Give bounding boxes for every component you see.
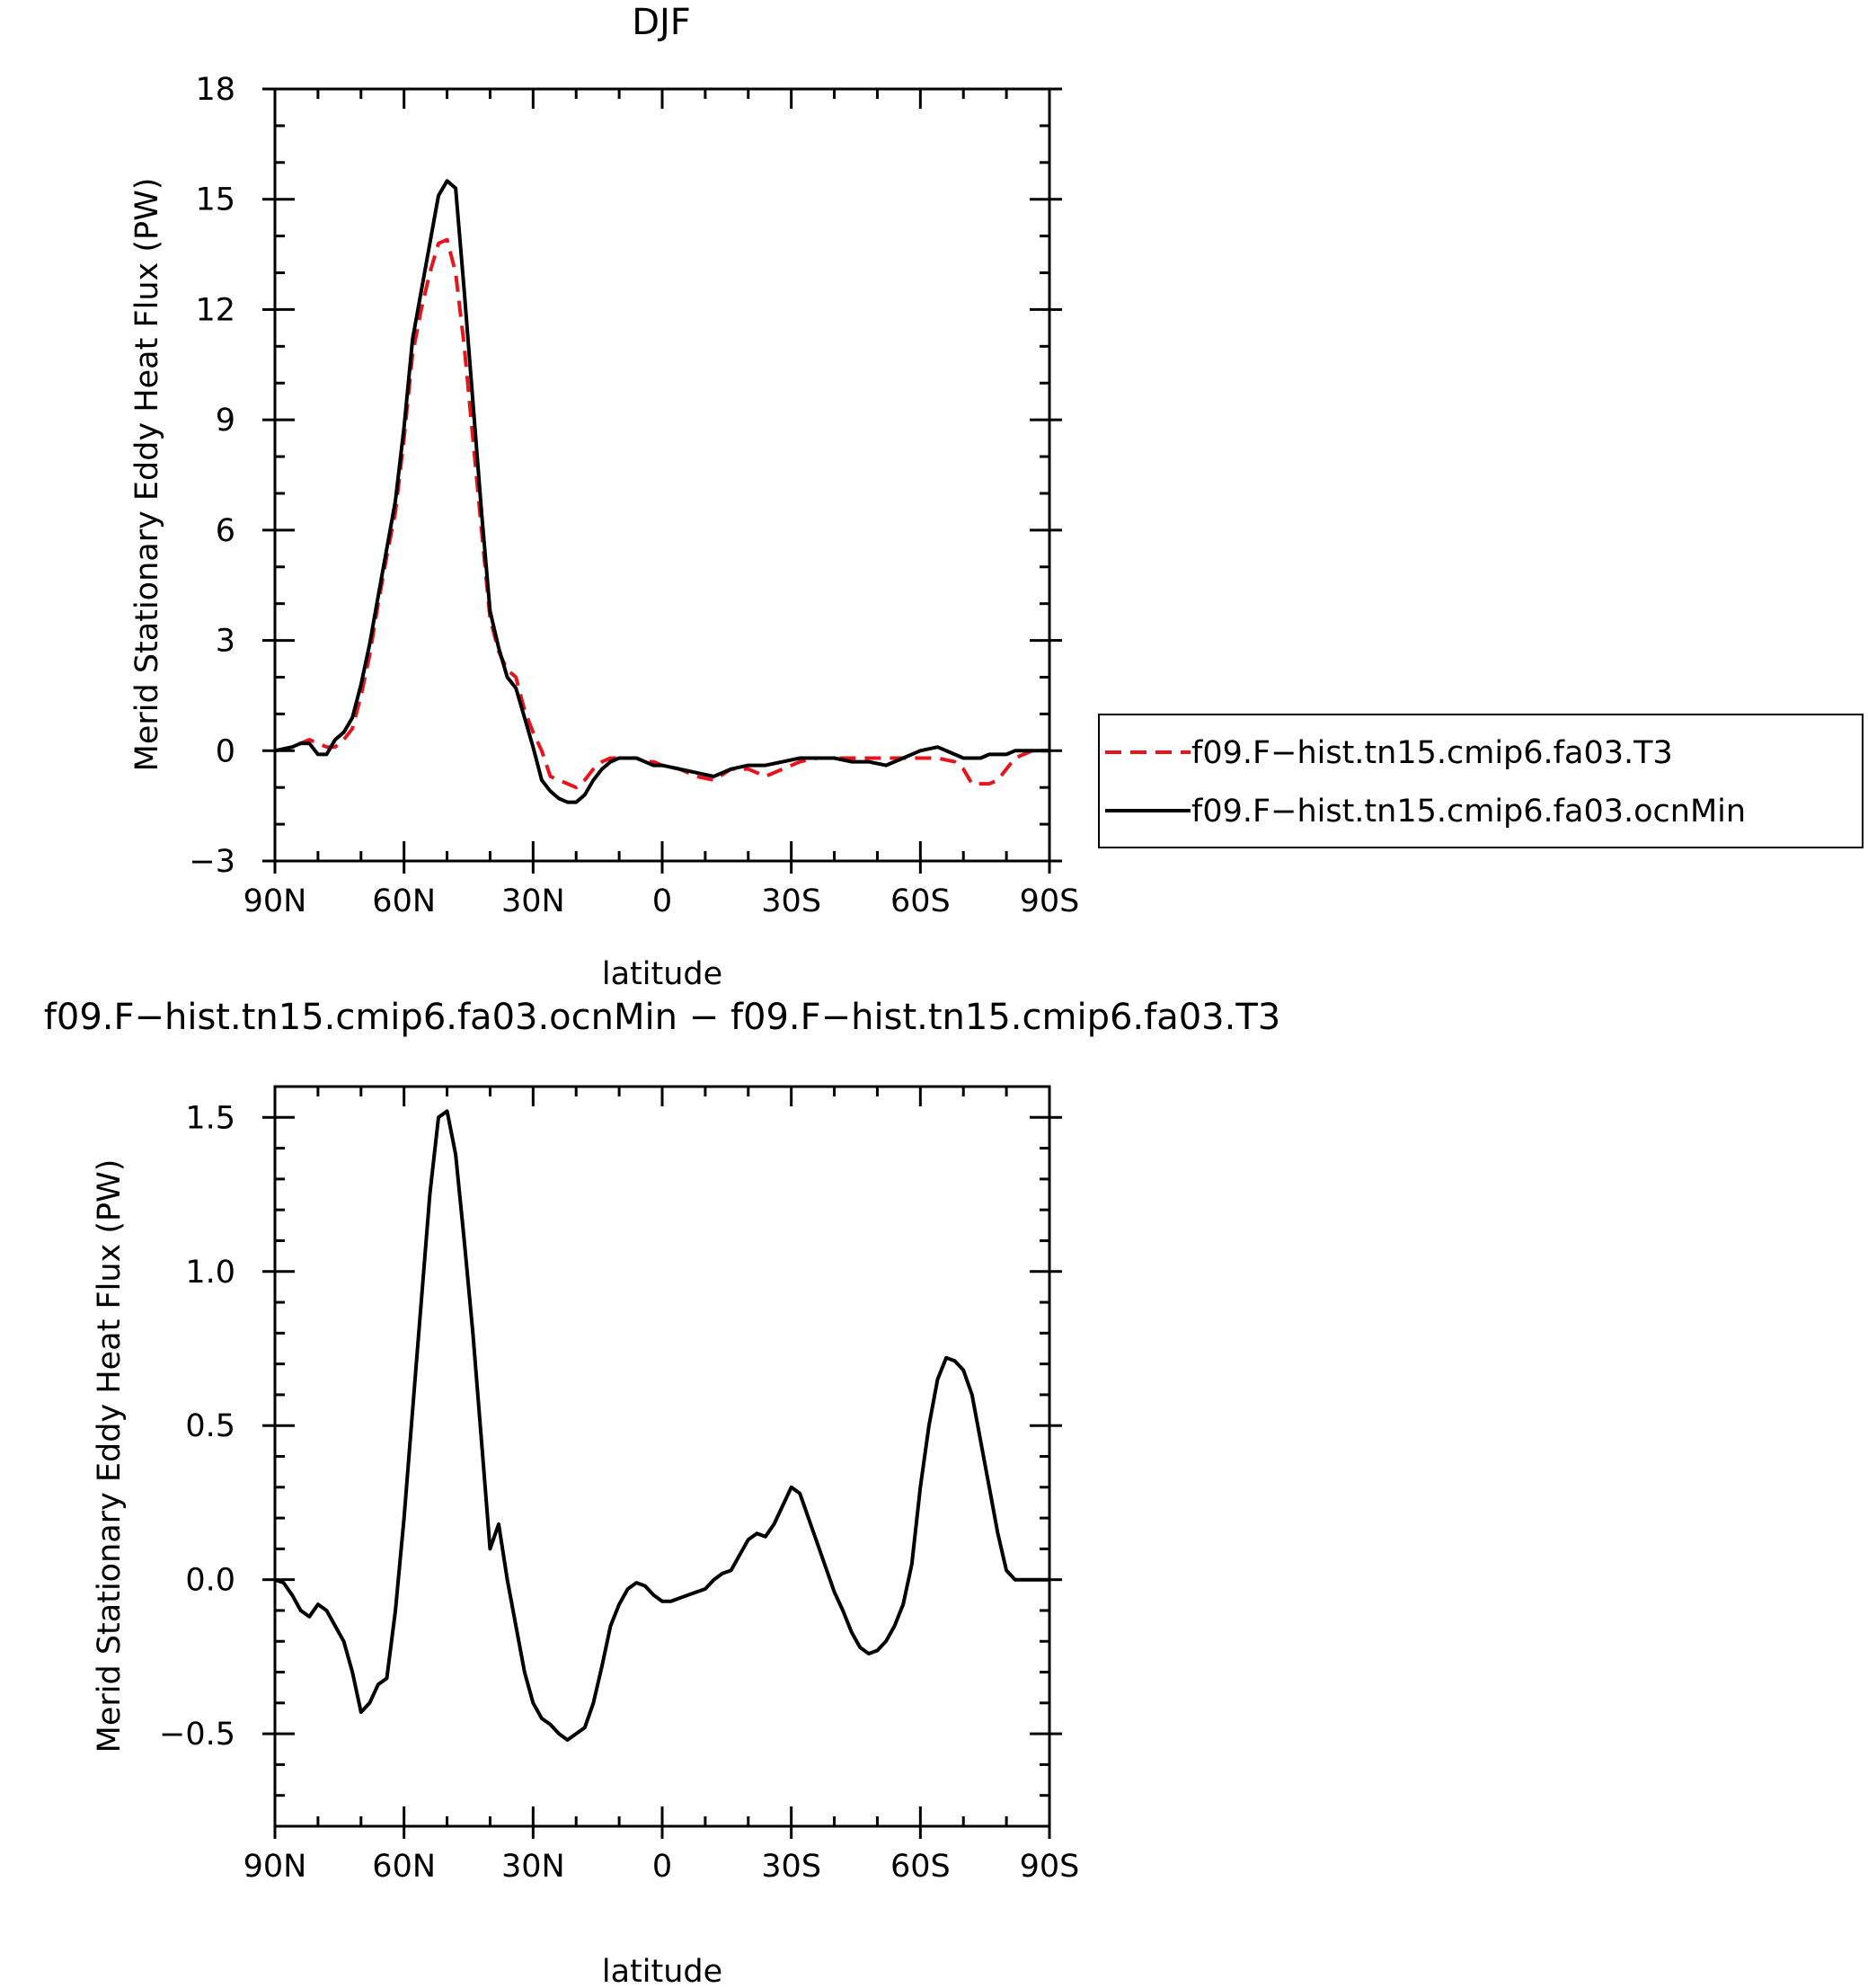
y-tick-label: 3 [216,624,235,660]
bottom-series-group [274,1109,1049,1742]
y-tick-label: 15 [195,182,235,218]
x-tick-label: 0 [652,883,672,919]
bottom-y-axis-label: Merid Stationary Eddy Heat Flux (PW) [92,1159,128,1753]
x-tick-label: 60N [372,1849,436,1885]
y-tick-label: 1.0 [185,1255,235,1291]
x-tick-label: 90S [1020,1849,1080,1885]
bottom-ticks: 90N 60N 30N 0 30S 60S 90S −0.5 0.0 0.5 1.0 1.5 [159,1085,1080,1885]
series-line-1 [274,179,1049,804]
top-y-axis-label: Merid Stationary Eddy Heat Flux (PW) [129,178,165,772]
y-tick-label: 9 [216,403,235,439]
y-tick-label: −0.5 [159,1717,235,1753]
top-panel: DJF 90N 60N 30N 0 30S 60S 90S −3 0 3 6 9 12 15 18 lati… [129,2,1864,992]
x-tick-label: 90N [243,1849,307,1885]
x-tick-label: 90S [1020,883,1080,919]
y-tick-label: 18 [195,72,235,108]
x-tick-label: 90N [243,883,307,919]
x-tick-label: 60S [890,1849,951,1885]
y-tick-label: 6 [216,513,235,549]
bottom-x-axis-label: latitude [602,1954,722,1988]
y-tick-label: 12 [195,292,235,328]
y-tick-label: 1.5 [185,1100,235,1136]
series-line-0 [274,237,1049,790]
y-tick-label: −3 [189,844,235,880]
bottom-panel-title: f09.F−hist.tn15.cmip6.fa03.ocnMin − f09.… [44,997,1280,1038]
x-tick-label: 30S [761,883,821,919]
legend-box [1098,714,1864,848]
legend: f09.F−hist.tn15.cmip6.fa03.T3 f09.F−hist… [1098,714,1864,848]
y-tick-label: 0.5 [185,1408,235,1444]
x-tick-label: 0 [652,1849,672,1885]
top-ticks: 90N 60N 30N 0 30S 60S 90S −3 0 3 6 9 12 15 18 [189,72,1079,919]
y-tick-label: 0.0 [185,1563,235,1599]
x-tick-label: 60N [372,883,436,919]
series-line-0 [274,1109,1049,1742]
x-tick-label: 60S [890,883,951,919]
legend-label-ocnmin: f09.F−hist.tn15.cmip6.fa03.ocnMin [1191,794,1746,830]
top-plot-frame [273,87,1051,863]
x-tick-label: 30N [501,883,565,919]
x-tick-label: 30N [501,1849,565,1885]
top-series-group [274,179,1049,804]
y-tick-label: 0 [216,733,235,769]
top-x-axis-label: latitude [602,956,722,992]
legend-label-t3: f09.F−hist.tn15.cmip6.fa03.T3 [1191,735,1673,771]
x-tick-label: 30S [761,1849,821,1885]
top-panel-title: DJF [632,2,691,43]
bottom-panel: f09.F−hist.tn15.cmip6.fa03.ocnMin − f09.… [44,997,1280,1988]
bottom-plot-frame [273,1085,1051,1828]
